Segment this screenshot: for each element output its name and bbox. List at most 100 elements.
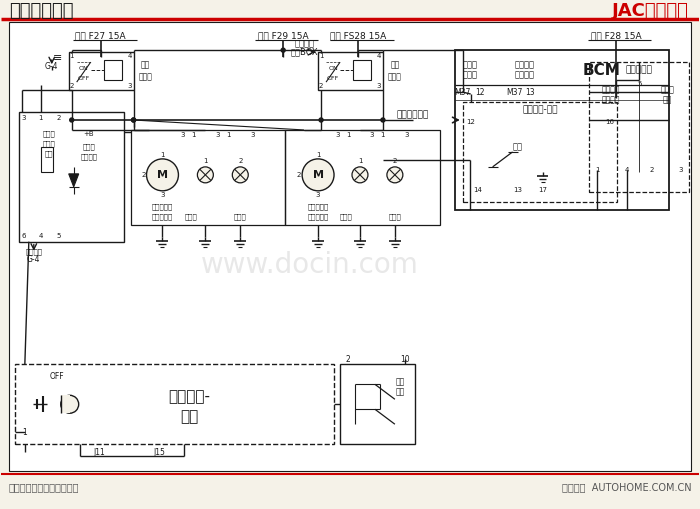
Text: 照明灯: 照明灯: [43, 131, 55, 137]
Text: 室内 F28 15A: 室内 F28 15A: [591, 32, 642, 41]
Text: 2: 2: [141, 172, 146, 178]
Bar: [104, 60, 122, 80]
Text: www.docin.com: www.docin.com: [201, 250, 419, 278]
Text: M37: M37: [454, 88, 471, 97]
Text: 1: 1: [381, 132, 385, 138]
Bar: [463, 102, 617, 202]
Text: 2: 2: [69, 83, 74, 89]
Text: 4: 4: [38, 233, 43, 239]
Polygon shape: [69, 174, 78, 187]
Text: 16: 16: [605, 119, 614, 125]
Circle shape: [387, 167, 403, 183]
Text: 1: 1: [69, 53, 74, 59]
Text: G-4: G-4: [27, 255, 41, 264]
Text: 组合开关-: 组合开关-: [169, 389, 211, 404]
Text: 近光灯: 近光灯: [185, 213, 198, 220]
Text: 远光灯: 远光灯: [234, 213, 246, 220]
Text: 组合开关-灯光: 组合开关-灯光: [522, 105, 558, 115]
Text: 10: 10: [400, 355, 410, 364]
Text: 3: 3: [336, 132, 340, 138]
Bar: [15, 364, 334, 444]
Text: 1: 1: [316, 152, 321, 158]
Circle shape: [281, 48, 285, 52]
Text: 5: 5: [637, 81, 641, 87]
Text: 3: 3: [377, 83, 382, 89]
Text: 17: 17: [538, 187, 547, 193]
Text: 1: 1: [595, 167, 600, 173]
Text: 小灯: 小灯: [512, 143, 523, 151]
Bar: [61, 395, 70, 413]
Text: 小灯信号: 小灯信号: [602, 96, 621, 104]
Text: 室外 F29 15A: 室外 F29 15A: [258, 32, 309, 41]
Text: 3: 3: [22, 115, 26, 121]
Text: 2: 2: [319, 83, 323, 89]
Text: 近光灯: 近光灯: [660, 86, 674, 95]
Text: 电器: 电器: [45, 151, 53, 157]
Text: 1: 1: [358, 158, 362, 164]
Text: 组合开关: 组合开关: [602, 86, 621, 95]
Text: 偏光继电器: 偏光继电器: [307, 204, 329, 210]
Text: 2: 2: [393, 158, 397, 164]
Text: JAC江淮汽车: JAC江淮汽车: [612, 2, 689, 20]
Text: 组合开关: 组合开关: [514, 61, 535, 70]
Text: ON: ON: [328, 66, 338, 71]
Bar: [9, 22, 691, 471]
Text: 14: 14: [473, 187, 482, 193]
Text: 小灯信号: 小灯信号: [514, 71, 535, 79]
Text: 1: 1: [22, 428, 27, 437]
Text: 制动开关: 制动开关: [80, 154, 97, 160]
Text: 3: 3: [215, 132, 220, 138]
Text: 继电器: 继电器: [388, 73, 402, 81]
Text: 1: 1: [38, 115, 43, 121]
Text: ON: ON: [79, 66, 89, 71]
Circle shape: [302, 159, 334, 191]
Text: 前照灯: 前照灯: [83, 144, 95, 150]
Text: 大灯开关: 大灯开关: [294, 40, 314, 49]
Text: 近光: 近光: [141, 61, 150, 70]
Text: 开关继: 开关继: [43, 140, 55, 147]
Text: 1: 1: [203, 158, 208, 164]
Text: 前照灯原理图: 前照灯原理图: [9, 2, 74, 20]
Text: 3: 3: [405, 132, 409, 138]
Bar: [41, 147, 52, 172]
Text: J11: J11: [94, 447, 106, 457]
Text: OFF: OFF: [50, 372, 64, 381]
Circle shape: [352, 167, 368, 183]
Text: 开关: 开关: [663, 96, 672, 104]
Text: 2: 2: [346, 355, 351, 364]
Circle shape: [197, 167, 214, 183]
Text: 灯光传感器: 灯光传感器: [626, 66, 652, 75]
Text: 室外 F27 15A: 室外 F27 15A: [76, 32, 126, 41]
Text: 信号BOX: 信号BOX: [290, 48, 318, 56]
Text: 4: 4: [377, 53, 381, 59]
Text: 偏光继电器: 偏光继电器: [152, 204, 173, 210]
Text: 近光: 近光: [391, 61, 400, 70]
Text: 继电器: 继电器: [462, 71, 477, 79]
Text: 继电器: 继电器: [139, 73, 153, 81]
Text: 近光灯: 近光灯: [462, 61, 477, 70]
Text: J15: J15: [153, 447, 165, 457]
Text: 2: 2: [57, 115, 61, 121]
Text: 5: 5: [57, 233, 61, 239]
Text: 远光灯: 远光灯: [389, 213, 401, 220]
Bar: [19, 112, 124, 242]
Text: 近光继电器: 近光继电器: [307, 213, 329, 220]
Text: ≡: ≡: [53, 53, 62, 63]
Text: 3: 3: [127, 83, 132, 89]
Text: M: M: [313, 170, 323, 180]
Circle shape: [232, 167, 248, 183]
Text: 1: 1: [346, 132, 350, 138]
Text: 3: 3: [316, 192, 321, 198]
Circle shape: [70, 118, 74, 122]
Text: M: M: [157, 170, 168, 180]
Text: 接铁端子: 接铁端子: [25, 248, 42, 255]
Text: 远光仪表指示: 远光仪表指示: [397, 110, 429, 120]
Text: 12: 12: [475, 88, 484, 97]
Bar: [340, 364, 415, 444]
Text: 近光: 近光: [395, 378, 405, 387]
Text: OFF: OFF: [327, 76, 340, 80]
Circle shape: [61, 395, 78, 413]
Text: M37: M37: [506, 88, 523, 97]
Text: 室内 FS28 15A: 室内 FS28 15A: [330, 32, 386, 41]
Text: 远光: 远光: [395, 388, 405, 397]
